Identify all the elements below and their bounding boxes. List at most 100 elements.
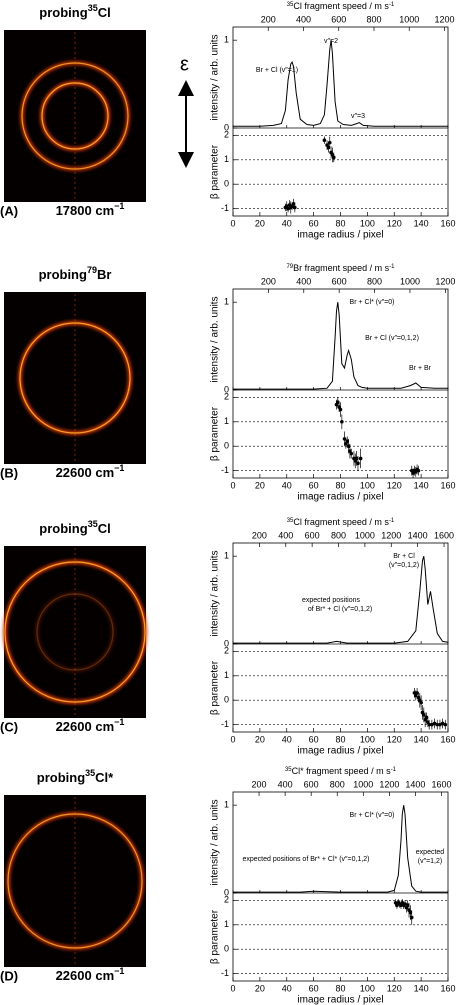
polarization-label: ε bbox=[180, 53, 189, 75]
beta-point bbox=[340, 419, 344, 424]
text-part: −1 bbox=[114, 201, 124, 211]
x-tick-label: 60 bbox=[309, 480, 319, 490]
text-part: 35 bbox=[285, 767, 292, 773]
top-axis-label: 35Cl fragment speed / m s-1 bbox=[287, 517, 395, 527]
probe-label: probing35Cl* bbox=[37, 768, 114, 785]
x-tick-label: 120 bbox=[387, 983, 402, 993]
y-tick-label: -1 bbox=[221, 968, 229, 978]
top-tick-label: 1200 bbox=[379, 779, 399, 789]
beta-point bbox=[358, 456, 363, 461]
y-tick-label: 0 bbox=[224, 887, 229, 897]
top-tick-label: 600 bbox=[305, 530, 320, 540]
x-tick-label: 0 bbox=[230, 983, 235, 993]
x-tick-label: 140 bbox=[414, 734, 429, 744]
x-tick-label: 80 bbox=[335, 983, 345, 993]
x-tick-label: 120 bbox=[387, 480, 402, 490]
beta-point bbox=[424, 715, 429, 720]
image-background bbox=[4, 292, 146, 464]
top-tick-label: 800 bbox=[366, 14, 381, 24]
x-tick-label: 140 bbox=[414, 218, 429, 228]
top-axis-label: 35Cl* fragment speed / m s-1 bbox=[285, 766, 397, 776]
y-tick-label: 2 bbox=[224, 646, 229, 656]
beta-point bbox=[430, 722, 434, 727]
text-part: −1 bbox=[114, 717, 124, 727]
x-tick-label: 60 bbox=[309, 983, 319, 993]
beta-point bbox=[338, 407, 343, 412]
x-tick-label: 40 bbox=[282, 983, 292, 993]
y-tick-label: 2 bbox=[224, 392, 229, 402]
top-tick-label: 600 bbox=[304, 779, 319, 789]
panel-letter: (A) bbox=[0, 203, 18, 218]
wavenumber: 22600 cm−1 bbox=[56, 463, 125, 480]
text-part: 17800 cm bbox=[56, 203, 115, 218]
text-part: −1 bbox=[114, 966, 124, 976]
text-part: 22600 cm bbox=[56, 465, 115, 480]
top-tick-label: 400 bbox=[278, 779, 293, 789]
beta-point bbox=[416, 468, 421, 473]
top-tick-label: 1400 bbox=[405, 779, 425, 789]
x-tick-label: 140 bbox=[414, 480, 429, 490]
plot-frame bbox=[232, 26, 449, 217]
beta-point bbox=[403, 902, 407, 906]
x-tick-label: 80 bbox=[335, 734, 345, 744]
probe-label: probing35Cl bbox=[39, 519, 110, 536]
plot-frame bbox=[232, 791, 449, 982]
y-axis-label: intensity / arb. units bbox=[210, 34, 221, 120]
text-part: probing bbox=[39, 5, 87, 20]
y-tick-label: -1 bbox=[221, 203, 229, 213]
text-part: Cl fragment speed / m s bbox=[293, 517, 389, 527]
top-tick-label: 800 bbox=[330, 779, 345, 789]
text-part: 35 bbox=[88, 519, 98, 529]
top-tick-label: 1000 bbox=[355, 530, 375, 540]
y-tick-label: 1 bbox=[224, 919, 229, 929]
image-ring bbox=[21, 62, 129, 170]
text-part: probing bbox=[39, 521, 87, 536]
beta-point bbox=[322, 138, 327, 143]
image-background bbox=[4, 30, 146, 202]
beta-point bbox=[342, 437, 347, 441]
text-part: probing bbox=[37, 770, 85, 785]
x-tick-label: 160 bbox=[440, 734, 455, 744]
annotation: Br + Cl bbox=[393, 553, 415, 560]
text-part: Cl fragment speed / m s bbox=[293, 1, 389, 11]
top-tick-label: 1200 bbox=[381, 530, 401, 540]
beta-point bbox=[286, 206, 290, 211]
top-axis-label: 35Cl fragment speed / m s-1 bbox=[287, 1, 395, 11]
text-part: Cl bbox=[98, 5, 111, 20]
text-part: 35 bbox=[85, 768, 95, 778]
top-tick-label: 1600 bbox=[434, 530, 454, 540]
image-background bbox=[4, 795, 146, 967]
beta-point bbox=[422, 713, 426, 717]
y-axis-label: β parameter bbox=[210, 406, 221, 461]
text-part: Cl* fragment speed / m s bbox=[292, 766, 392, 776]
text-part: 79 bbox=[286, 264, 293, 270]
y-axis-label: β parameter bbox=[210, 909, 221, 964]
x-tick-label: 0 bbox=[230, 734, 235, 744]
beta-point bbox=[427, 722, 431, 727]
text-part: −1 bbox=[114, 463, 124, 473]
y-tick-label: 0 bbox=[224, 122, 229, 132]
text-part: -1 bbox=[389, 2, 395, 8]
x-tick-label: 20 bbox=[255, 480, 265, 490]
beta-point bbox=[432, 721, 437, 726]
y-tick-label: -1 bbox=[221, 465, 229, 475]
x-tick-label: 40 bbox=[282, 218, 292, 228]
text-part: probing bbox=[39, 267, 87, 282]
top-tick-label: 1200 bbox=[434, 14, 454, 24]
panel-letter: (B) bbox=[0, 465, 18, 480]
y-tick-label: 0 bbox=[224, 384, 229, 394]
x-tick-label: 160 bbox=[440, 480, 455, 490]
image-ring bbox=[19, 322, 131, 434]
text-part: Br bbox=[97, 267, 111, 282]
text-part: -1 bbox=[391, 767, 397, 773]
beta-point bbox=[331, 155, 336, 160]
y-tick-label: 0 bbox=[224, 944, 229, 954]
panel-letter: (D) bbox=[0, 968, 18, 983]
text-part: Cl bbox=[98, 521, 111, 536]
top-tick-label: 1600 bbox=[431, 779, 451, 789]
x-tick-label: 0 bbox=[230, 218, 235, 228]
text-part: Br fragment speed / m s bbox=[293, 263, 390, 273]
beta-point bbox=[349, 451, 354, 456]
y-tick-label: 0 bbox=[224, 441, 229, 451]
image-ring-glow bbox=[35, 592, 115, 672]
